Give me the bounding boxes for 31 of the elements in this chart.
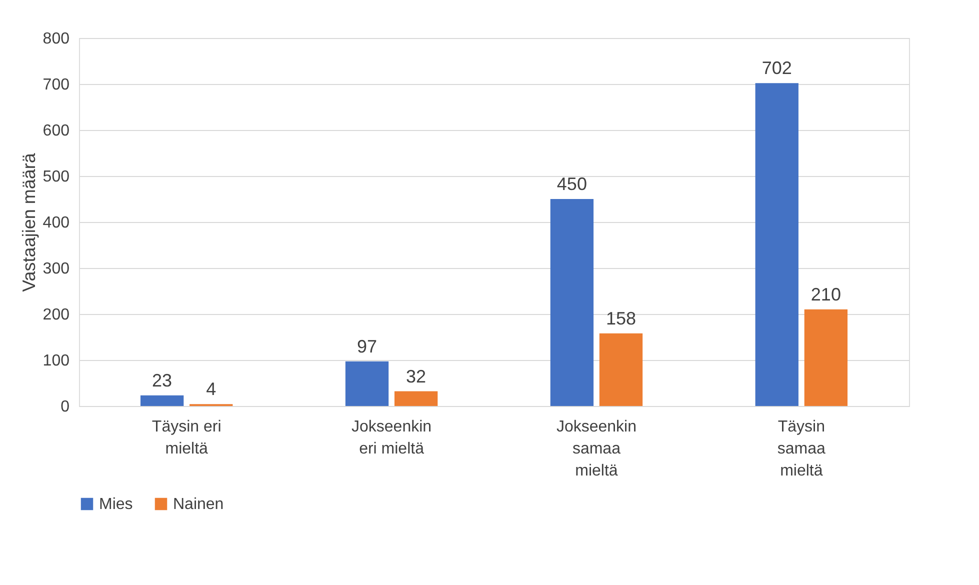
y-tick-label: 0 xyxy=(60,398,70,416)
y-axis-title: Vastaajien määrä xyxy=(18,152,39,292)
bar xyxy=(140,395,184,406)
data-label: 158 xyxy=(606,308,636,328)
bar xyxy=(804,309,848,406)
y-tick-label: 500 xyxy=(42,168,70,186)
bar xyxy=(394,391,438,406)
data-label: 23 xyxy=(152,370,172,390)
y-tick-label: 100 xyxy=(42,352,70,370)
legend-label: Nainen xyxy=(173,496,224,513)
y-tick-label: 800 xyxy=(42,30,70,48)
x-tick-label: Jokseenkin samaa mieltä xyxy=(556,418,636,480)
bar xyxy=(599,333,643,406)
data-label: 702 xyxy=(762,58,792,78)
legend-label: Mies xyxy=(99,496,133,513)
y-tick-label: 400 xyxy=(42,214,70,232)
data-label: 97 xyxy=(356,336,378,356)
data-label: 32 xyxy=(406,366,426,386)
bar xyxy=(345,361,389,406)
x-tick-label: Täysin samaa mieltä xyxy=(777,418,826,480)
y-tick-label: 700 xyxy=(42,76,70,94)
y-tick-label: 200 xyxy=(42,306,70,324)
y-tick-label: 300 xyxy=(42,260,70,278)
data-label: 210 xyxy=(810,284,841,304)
bar xyxy=(755,83,798,406)
y-tick-label: 600 xyxy=(42,122,70,140)
bar xyxy=(550,199,594,406)
data-label: 4 xyxy=(206,379,216,400)
x-tick-label: Täysin eri mieltä xyxy=(152,418,222,458)
x-tick-label: Jokseenkin eri mieltä xyxy=(352,418,432,458)
data-label: 450 xyxy=(556,174,587,194)
